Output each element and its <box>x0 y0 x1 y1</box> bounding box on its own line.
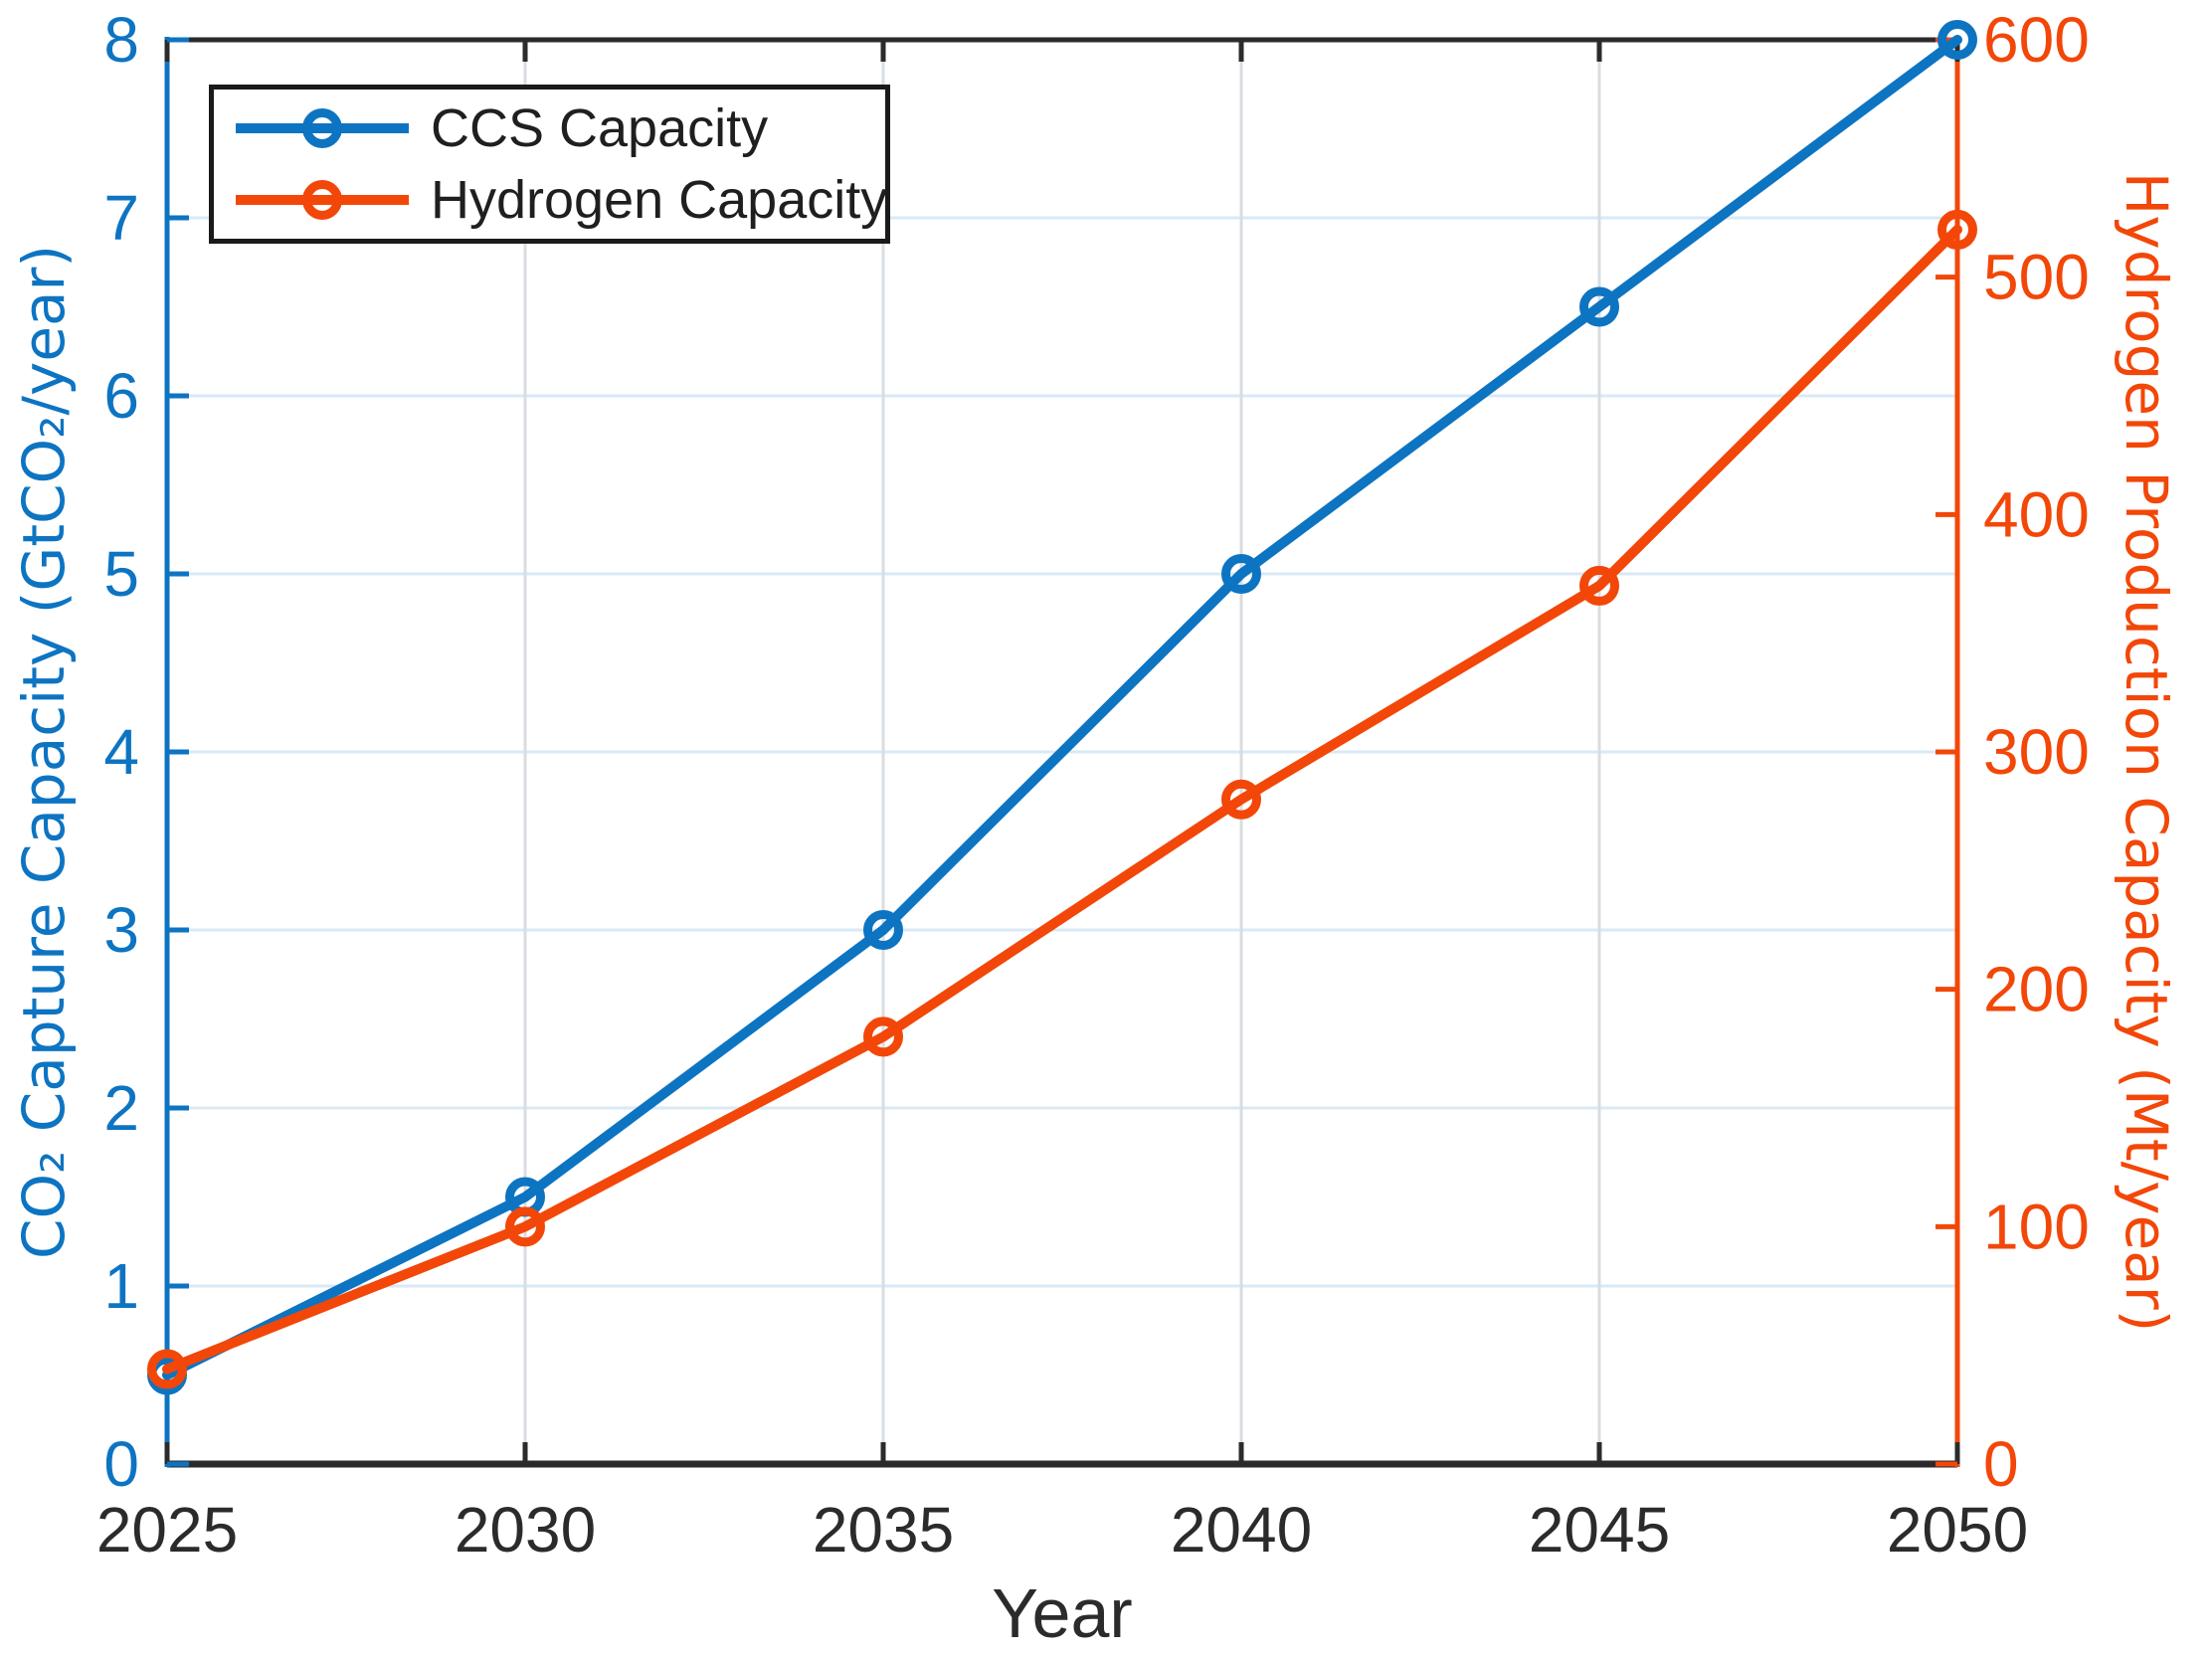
data-marker <box>1937 209 1977 250</box>
legend-label-ccs: CCS Capacity <box>431 98 769 158</box>
x-axis-tick-label: 2045 <box>1529 1494 1670 1566</box>
right-axis-title: Hydrogen Production Capacity (Mt/year) <box>2113 171 2180 1333</box>
legend: CCS Capacity Hydrogen Capacity <box>209 85 890 244</box>
right-axis-tick-label: 400 <box>1983 478 2090 550</box>
ccs-capacity-line <box>162 35 1962 1381</box>
left-axis-tick-label: 5 <box>103 538 139 610</box>
x-axis-tick-label: 2030 <box>455 1494 596 1566</box>
legend-item-hydrogen: Hydrogen Capacity <box>228 167 888 233</box>
legend-sample-ccs-line-icon <box>236 108 409 148</box>
data-marker <box>1937 20 1977 60</box>
left-axis-title: CO₂ Capture Capacity (GtCO₂/year) <box>10 244 78 1260</box>
data-marker <box>1579 565 1619 606</box>
data-marker <box>1221 554 1261 594</box>
x-axis-tick-label: 2050 <box>1887 1494 2028 1566</box>
data-marker <box>505 1206 545 1247</box>
right-axis-tick-label: 300 <box>1983 716 2090 788</box>
left-axis-tick-label: 6 <box>103 360 139 432</box>
data-marker <box>1221 779 1261 820</box>
x-axis-tick-label: 2040 <box>1171 1494 1312 1566</box>
left-axis-tick-label: 0 <box>103 1428 139 1500</box>
data-marker <box>147 1349 187 1389</box>
data-marker <box>1579 286 1619 327</box>
x-axis-title: Year <box>992 1574 1133 1652</box>
legend-sample-hydrogen-line-icon <box>236 180 409 220</box>
left-axis-tick-label: 3 <box>103 894 139 966</box>
hydrogen-capacity-line <box>162 224 1962 1375</box>
data-marker <box>863 1016 903 1057</box>
left-axis-tick-label: 2 <box>103 1072 139 1144</box>
data-marker <box>863 910 903 950</box>
left-axis-tick-label: 8 <box>103 4 139 76</box>
right-axis-tick-label: 100 <box>1983 1191 2090 1262</box>
right-axis-tick-label: 200 <box>1983 954 2090 1025</box>
left-axis-tick-label: 4 <box>103 716 139 788</box>
legend-item-ccs: CCS Capacity <box>228 95 885 161</box>
right-axis-tick-label: 500 <box>1983 242 2090 313</box>
right-axis-tick-label: 0 <box>1983 1428 2019 1500</box>
left-axis-tick-label: 7 <box>103 182 139 254</box>
legend-label-hydrogen: Hydrogen Capacity <box>431 170 888 230</box>
right-axis-tick-label: 600 <box>1983 4 2090 76</box>
x-axis-tick-label: 2025 <box>96 1494 238 1566</box>
left-axis-tick-label: 1 <box>103 1250 139 1322</box>
x-axis-tick-label: 2035 <box>813 1494 954 1566</box>
